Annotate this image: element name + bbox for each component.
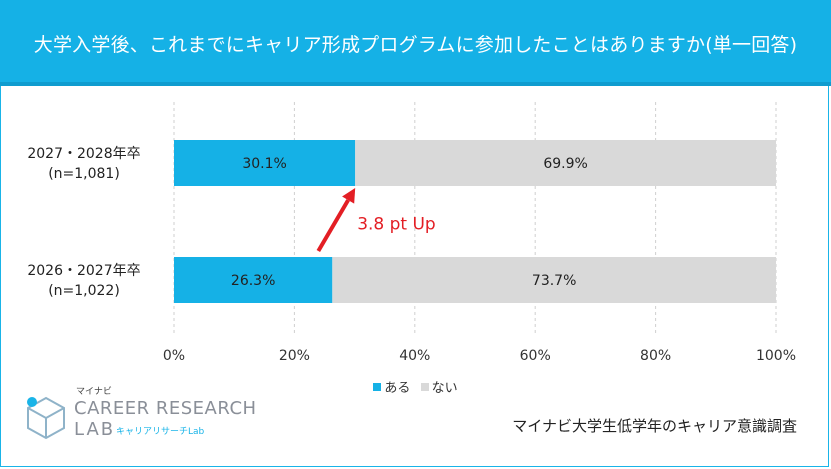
bar-value-label-0-1: 26.3% xyxy=(231,273,275,289)
legend-label-yes: ある xyxy=(384,381,411,396)
logo-subtitle: キャリアリサーチLab xyxy=(116,427,205,437)
bar-yes-1 xyxy=(174,257,333,303)
legend-item-no: ない xyxy=(420,377,458,396)
title-underline xyxy=(0,82,831,86)
career-research-lab-logo: マイナビ CAREER RESEARCH LAB キャリアリサーチLab xyxy=(24,384,256,444)
legend-swatch-yes xyxy=(373,382,382,391)
annotation-label: 3.8 pt Up xyxy=(357,215,436,235)
bar-value-label-0-0: 30.1% xyxy=(242,156,286,172)
chart-title: 大学入学後、これまでにキャリア形成プログラムに参加したことはありますか(単一回答… xyxy=(33,34,798,56)
x-tick-label-5: 100% xyxy=(756,348,796,364)
x-tick-label-0: 0% xyxy=(163,348,185,364)
x-tick-label-2: 40% xyxy=(399,348,430,364)
logo-small-text: マイナビ xyxy=(76,387,112,397)
logo-line1: CAREER RESEARCH xyxy=(74,398,257,419)
category-sublabel-1: (n=1,022) xyxy=(48,283,120,299)
legend-swatch-no xyxy=(420,382,429,391)
legend-item-yes: ある xyxy=(373,377,410,396)
legend-label-no: ない xyxy=(431,381,458,396)
bar-no-1 xyxy=(332,257,776,303)
annotation-arrow-shaft xyxy=(316,199,350,253)
legend: ある ない xyxy=(0,377,831,396)
category-sublabel-0: (n=1,081) xyxy=(48,166,120,182)
title-bar: 大学入学後、これまでにキャリア形成プログラムに参加したことはありますか(単一回答… xyxy=(0,0,831,86)
annotation-arrow-head xyxy=(342,188,356,204)
bar-value-label-1-1: 73.7% xyxy=(532,273,576,289)
bar-no-0 xyxy=(355,140,776,186)
x-tick-label-4: 80% xyxy=(640,348,671,364)
category-label-0: 2027・2028年卒 xyxy=(27,146,140,162)
x-tick-label-3: 60% xyxy=(520,348,551,364)
logo-line2: LAB xyxy=(74,419,116,440)
bar-value-label-1-0: 69.9% xyxy=(543,156,587,172)
category-label-1: 2026・2027年卒 xyxy=(27,263,140,279)
bar-yes-0 xyxy=(174,140,356,186)
cube-logo-icon xyxy=(27,396,65,440)
source-note: マイナビ大学生低学年のキャリア意識調査 xyxy=(512,417,797,435)
x-tick-label-1: 20% xyxy=(279,348,310,364)
